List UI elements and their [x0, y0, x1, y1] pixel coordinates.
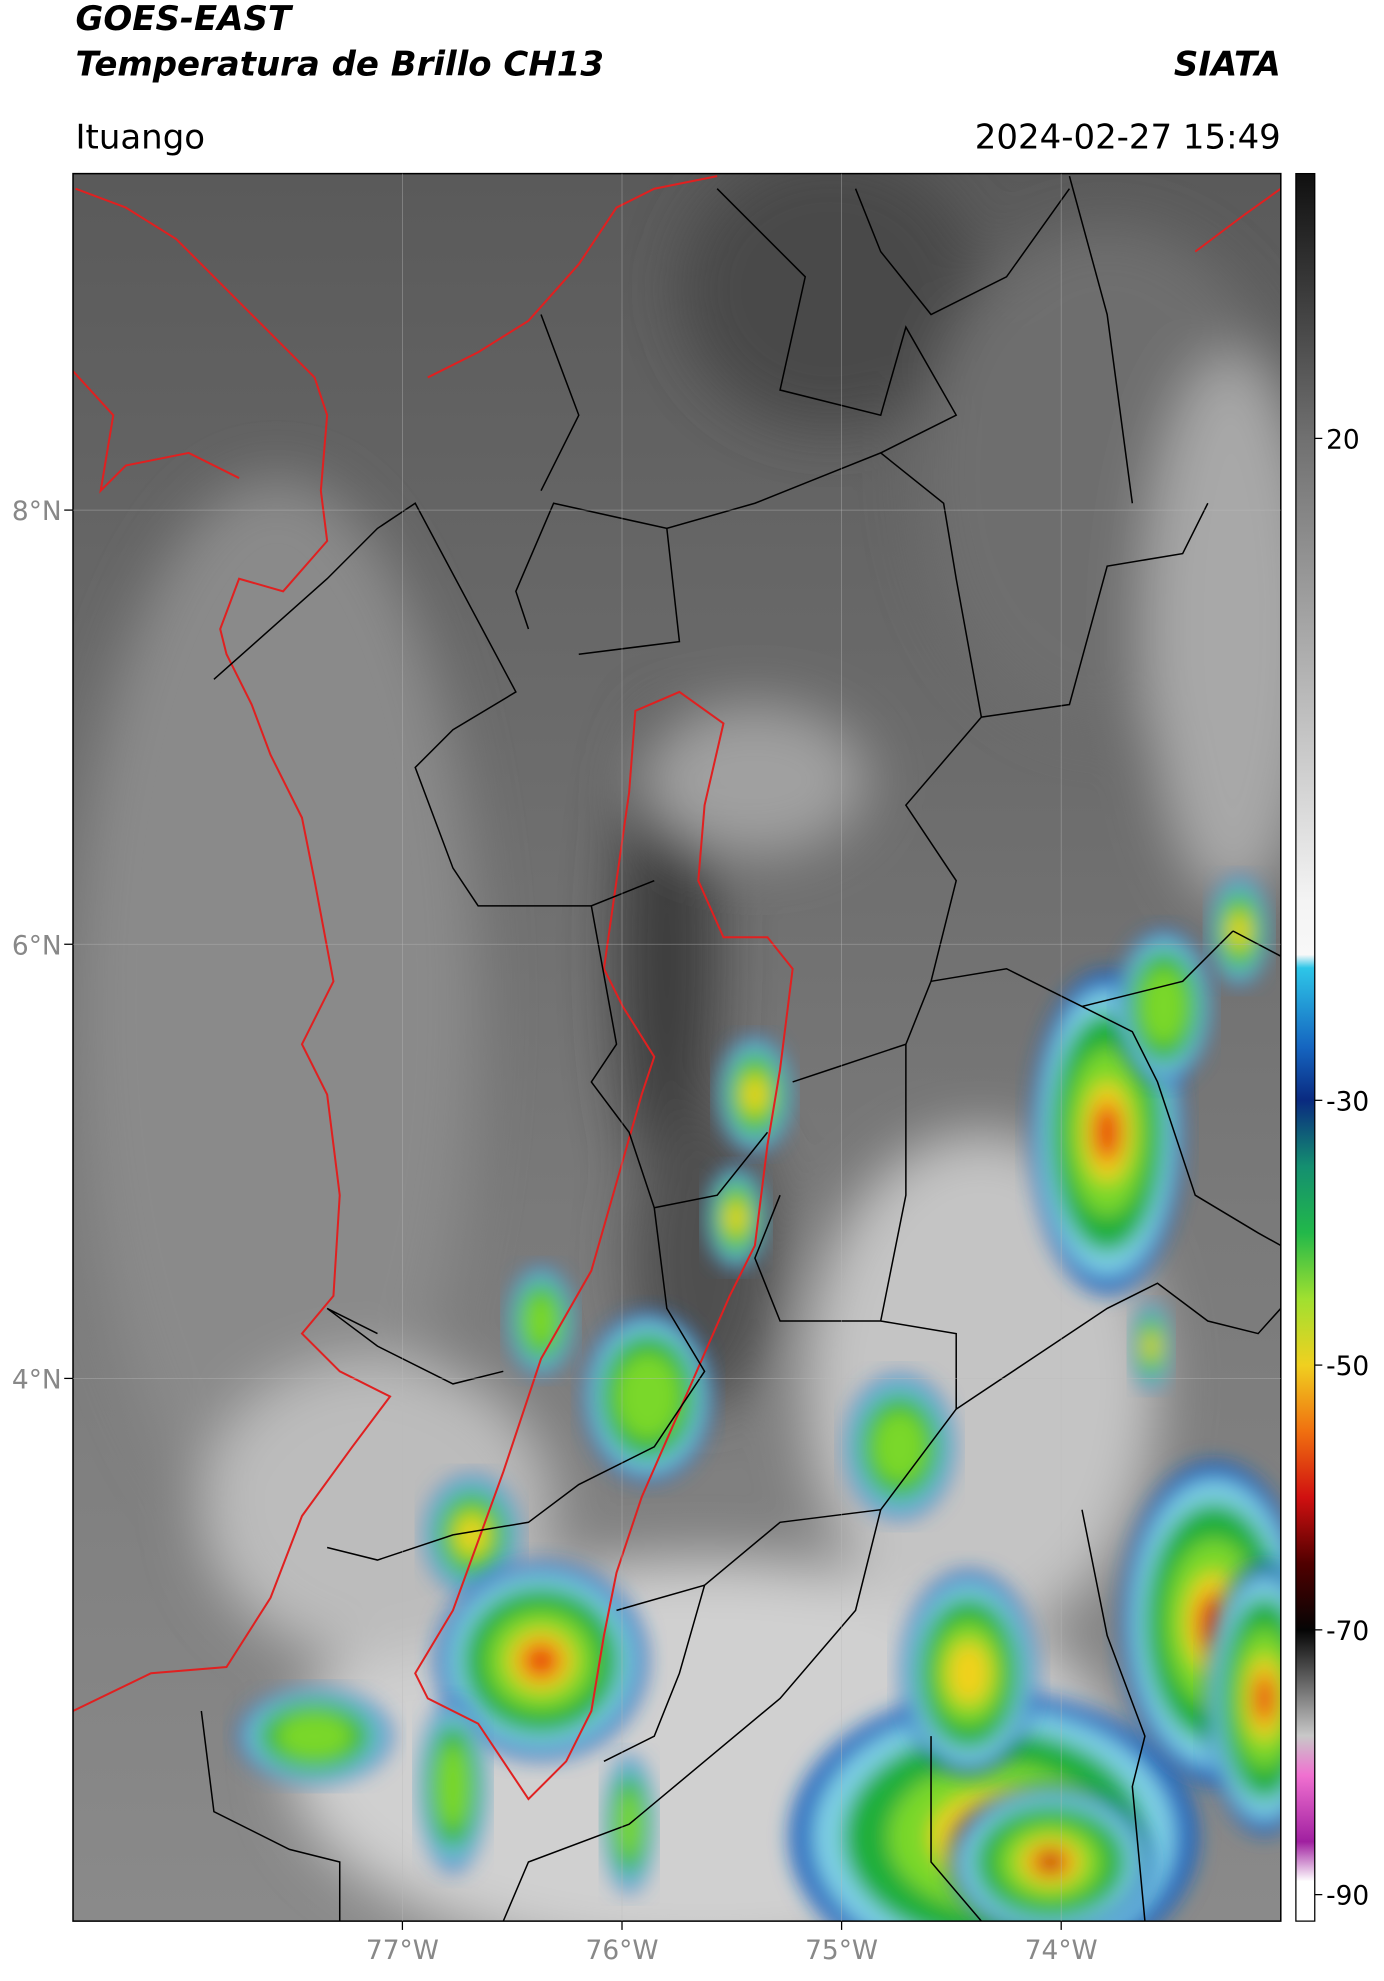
- x-tick-label: 74°W: [1025, 1935, 1098, 1966]
- colorbar-tick-label: -70: [1326, 1616, 1369, 1647]
- region-outline: [414, 690, 794, 1801]
- x-tick-label: 75°W: [805, 1935, 878, 1966]
- borders: [200, 175, 1281, 1922]
- y-tick-label: 4°N: [12, 1364, 62, 1395]
- map-frame: [72, 172, 1282, 1922]
- coastline: [73, 175, 1281, 1712]
- colorbar: [1295, 172, 1316, 1922]
- subtitle: Temperatura de Brillo CH13: [76, 44, 604, 84]
- location: Ituango: [76, 117, 206, 157]
- y-tick-label: 6°N: [12, 930, 62, 961]
- satellite-image: [73, 173, 1281, 1922]
- colorbar-tick-label: 20: [1326, 424, 1360, 455]
- title: GOES-EAST: [76, 0, 294, 39]
- datetime: 2024-02-27 15:49: [975, 117, 1281, 157]
- x-tick-label: 76°W: [586, 1935, 659, 1966]
- x-tick-label: 77°W: [366, 1935, 439, 1966]
- colorbar-tick-label: -90: [1326, 1881, 1369, 1912]
- colorbar-tick-label: -30: [1326, 1086, 1369, 1117]
- y-tick-label: 8°N: [12, 496, 62, 527]
- colorbar-tick-label: -50: [1326, 1351, 1369, 1382]
- source: SIATA: [1174, 44, 1281, 84]
